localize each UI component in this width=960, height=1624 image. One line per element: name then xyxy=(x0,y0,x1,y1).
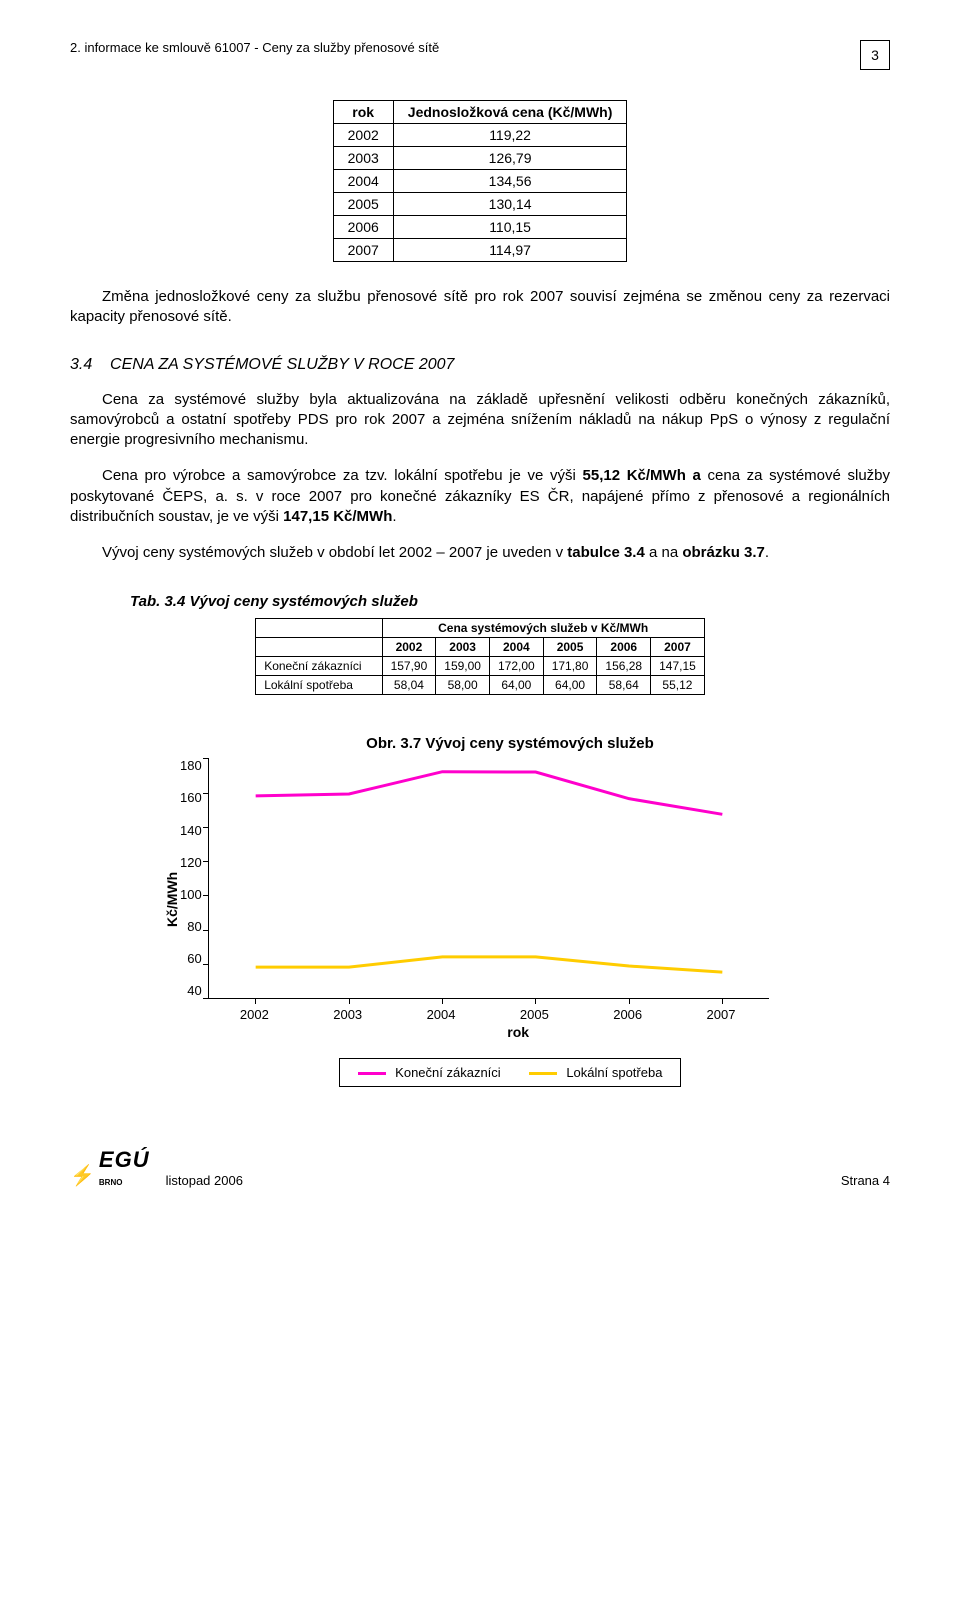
text: Vývoj ceny systémových služeb v období l… xyxy=(102,544,567,561)
logo-main: EGÚ xyxy=(99,1147,150,1172)
cell: 2003 xyxy=(333,147,393,170)
cell: 147,15 xyxy=(651,657,705,676)
cell: 114,97 xyxy=(393,239,627,262)
cell: 171,80 xyxy=(543,657,597,676)
section-title: CENA ZA SYSTÉMOVÉ SLUŽBY V ROCE 2007 xyxy=(110,356,454,373)
year: 2006 xyxy=(597,638,651,657)
cell: 130,14 xyxy=(393,193,627,216)
cell: 2004 xyxy=(333,170,393,193)
cell: 157,90 xyxy=(382,657,436,676)
chart-vyvoj-ceny: Obr. 3.7 Vývoj ceny systémových služeb K… xyxy=(160,735,800,1087)
cell: 2002 xyxy=(333,124,393,147)
ytick: 140 xyxy=(180,823,202,838)
cell: 172,00 xyxy=(489,657,543,676)
ytick: 100 xyxy=(180,887,202,902)
year: 2007 xyxy=(651,638,705,657)
legend-label: Lokální spotřeba xyxy=(566,1065,662,1080)
bold: obrázku 3.7 xyxy=(682,544,765,561)
row-label: Koneční zákazníci xyxy=(256,657,382,676)
cell: 55,12 xyxy=(651,676,705,695)
bold: tabulce 3.4 xyxy=(567,544,645,561)
cell: 134,56 xyxy=(393,170,627,193)
cell-empty xyxy=(256,638,382,657)
cell: 119,22 xyxy=(393,124,627,147)
ytick: 40 xyxy=(180,983,202,998)
bold: 147,15 Kč/MWh xyxy=(283,508,392,525)
table-jednoslozkova-cena: rok Jednosložková cena (Kč/MWh) 2002119,… xyxy=(333,100,628,262)
col-rok: rok xyxy=(333,101,393,124)
xtick: 2006 xyxy=(581,1007,674,1022)
legend-swatch-icon xyxy=(529,1072,557,1075)
legend-item: Koneční zákazníci xyxy=(358,1065,501,1080)
text: . xyxy=(392,508,396,525)
xtick: 2004 xyxy=(394,1007,487,1022)
section-heading: 3.4 CENA ZA SYSTÉMOVÉ SLUŽBY V ROCE 2007 xyxy=(70,356,890,374)
row-label: Lokální spotřeba xyxy=(256,676,382,695)
table-vyvoj-ceny: Cena systémových služeb v Kč/MWh 2002 20… xyxy=(255,618,705,695)
logo: ⚡ EGÚ BRNO listopad 2006 xyxy=(70,1147,243,1188)
xtick: 2003 xyxy=(301,1007,394,1022)
footer-page: Strana 4 xyxy=(841,1173,890,1188)
cell: 110,15 xyxy=(393,216,627,239)
year: 2002 xyxy=(382,638,436,657)
paragraph: Cena pro výrobce a samovýrobce za tzv. l… xyxy=(70,466,890,527)
cell: 2006 xyxy=(333,216,393,239)
ytick: 160 xyxy=(180,790,202,805)
x-axis-label: rok xyxy=(268,1024,769,1040)
bolt-icon: ⚡ xyxy=(70,1163,95,1188)
y-ticks: 180 160 140 120 100 80 60 40 xyxy=(180,758,208,998)
paragraph: Vývoj ceny systémových služeb v období l… xyxy=(70,543,890,563)
plot-area xyxy=(208,758,769,999)
ytick: 180 xyxy=(180,758,202,773)
cell: 64,00 xyxy=(543,676,597,695)
cell-empty xyxy=(256,619,382,638)
doc-header: 2. informace ke smlouvě 61007 - Ceny za … xyxy=(70,40,439,55)
xtick: 2007 xyxy=(674,1007,767,1022)
xtick: 2002 xyxy=(208,1007,301,1022)
legend-item: Lokální spotřeba xyxy=(529,1065,663,1080)
paragraph: Cena za systémové služby byla aktualizov… xyxy=(70,390,890,451)
cell: 58,04 xyxy=(382,676,436,695)
year: 2004 xyxy=(489,638,543,657)
paragraph: Změna jednosložkové ceny za službu přeno… xyxy=(70,287,890,328)
chart-lines xyxy=(209,758,769,998)
cell: 156,28 xyxy=(597,657,651,676)
text: Cena pro výrobce a samovýrobce za tzv. l… xyxy=(102,467,583,484)
x-ticks: 2002 2003 2004 2005 2006 2007 xyxy=(208,1007,768,1022)
cell: 64,00 xyxy=(489,676,543,695)
section-num: 3.4 xyxy=(70,356,92,373)
ytick: 120 xyxy=(180,855,202,870)
cell: 58,00 xyxy=(436,676,490,695)
cell: 2005 xyxy=(333,193,393,216)
cell: 159,00 xyxy=(436,657,490,676)
text: a na xyxy=(645,544,683,561)
ytick: 80 xyxy=(180,919,202,934)
col-cena: Jednosložková cena (Kč/MWh) xyxy=(393,101,627,124)
bold: 55,12 Kč/MWh a xyxy=(583,467,701,484)
chart-legend: Koneční zákazníci Lokální spotřeba xyxy=(339,1058,682,1087)
cell: 58,64 xyxy=(597,676,651,695)
xtick: 2005 xyxy=(488,1007,581,1022)
logo-sub: BRNO xyxy=(99,1178,123,1187)
table-caption: Tab. 3.4 Vývoj ceny systémových služeb xyxy=(130,593,890,610)
year: 2003 xyxy=(436,638,490,657)
cell: 2007 xyxy=(333,239,393,262)
chart-title: Obr. 3.7 Vývoj ceny systémových služeb xyxy=(220,735,800,752)
span-header: Cena systémových služeb v Kč/MWh xyxy=(382,619,704,638)
y-axis-label: Kč/MWh xyxy=(160,758,180,1040)
legend-swatch-icon xyxy=(358,1072,386,1075)
year: 2005 xyxy=(543,638,597,657)
ytick: 60 xyxy=(180,951,202,966)
legend-label: Koneční zákazníci xyxy=(395,1065,501,1080)
cell: 126,79 xyxy=(393,147,627,170)
text: . xyxy=(765,544,769,561)
footer-date: listopad 2006 xyxy=(166,1173,243,1188)
page-number-box: 3 xyxy=(860,40,890,70)
